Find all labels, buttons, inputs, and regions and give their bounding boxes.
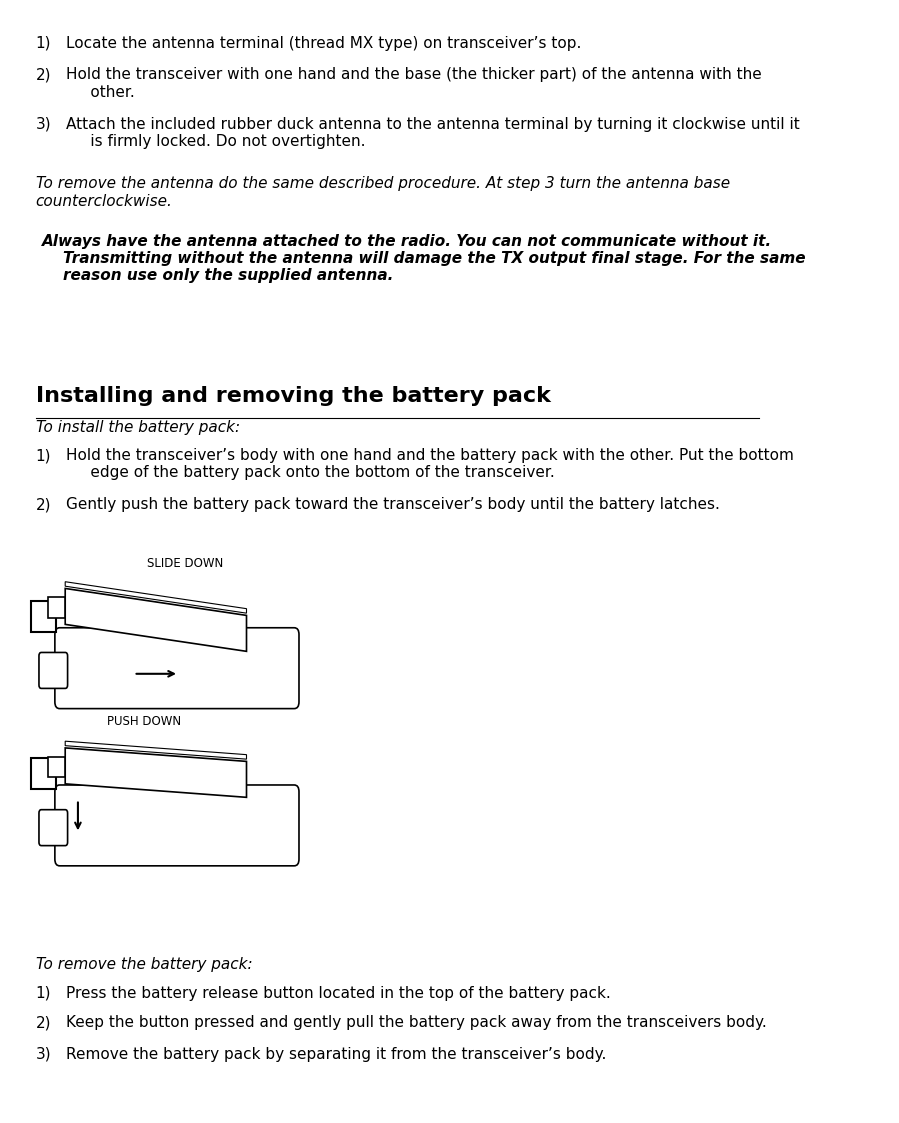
Text: Installing and removing the battery pack: Installing and removing the battery pack xyxy=(36,386,551,407)
Text: Hold the transceiver’s body with one hand and the battery pack with the other. P: Hold the transceiver’s body with one han… xyxy=(66,448,794,481)
Text: 2): 2) xyxy=(36,1015,51,1030)
Polygon shape xyxy=(66,588,246,651)
Text: 3): 3) xyxy=(36,1047,51,1061)
Text: Hold the transceiver with one hand and the base (the thicker part) of the antenn: Hold the transceiver with one hand and t… xyxy=(66,67,761,100)
Text: To remove the antenna do the same described procedure. At step 3 turn the antenn: To remove the antenna do the same descri… xyxy=(36,176,730,209)
FancyBboxPatch shape xyxy=(39,810,67,846)
Text: 2): 2) xyxy=(36,497,51,512)
Text: 2: 2 xyxy=(39,766,49,782)
Text: 1): 1) xyxy=(36,986,51,1001)
Text: 1): 1) xyxy=(36,448,51,463)
FancyBboxPatch shape xyxy=(31,758,57,789)
Text: To remove the battery pack:: To remove the battery pack: xyxy=(36,957,253,971)
Polygon shape xyxy=(66,582,246,613)
Text: Attach the included rubber duck antenna to the antenna terminal by turning it cl: Attach the included rubber duck antenna … xyxy=(66,117,800,149)
Text: PUSH DOWN: PUSH DOWN xyxy=(107,714,182,728)
Polygon shape xyxy=(66,741,246,759)
Text: Always have the antenna attached to the radio. You can not communicate without i: Always have the antenna attached to the … xyxy=(42,234,806,283)
Text: Press the battery release button located in the top of the battery pack.: Press the battery release button located… xyxy=(66,986,610,1001)
Text: 2): 2) xyxy=(36,67,51,82)
Polygon shape xyxy=(66,748,246,797)
FancyBboxPatch shape xyxy=(55,785,299,866)
FancyBboxPatch shape xyxy=(39,652,67,688)
Text: Remove the battery pack by separating it from the transceiver’s body.: Remove the battery pack by separating it… xyxy=(66,1047,606,1061)
Text: Keep the button pressed and gently pull the battery pack away from the transceiv: Keep the button pressed and gently pull … xyxy=(66,1015,767,1030)
Text: SLIDE DOWN: SLIDE DOWN xyxy=(147,557,223,570)
Polygon shape xyxy=(48,597,66,618)
FancyBboxPatch shape xyxy=(31,601,57,632)
Text: Gently push the battery pack toward the transceiver’s body until the battery lat: Gently push the battery pack toward the … xyxy=(66,497,720,512)
Text: 1): 1) xyxy=(36,36,51,51)
Text: Locate the antenna terminal (thread MX type) on transceiver’s top.: Locate the antenna terminal (thread MX t… xyxy=(66,36,582,51)
Text: 1: 1 xyxy=(39,609,49,624)
FancyBboxPatch shape xyxy=(55,628,299,709)
Polygon shape xyxy=(48,757,66,777)
Text: 3): 3) xyxy=(36,117,51,131)
Text: To install the battery pack:: To install the battery pack: xyxy=(36,420,240,435)
